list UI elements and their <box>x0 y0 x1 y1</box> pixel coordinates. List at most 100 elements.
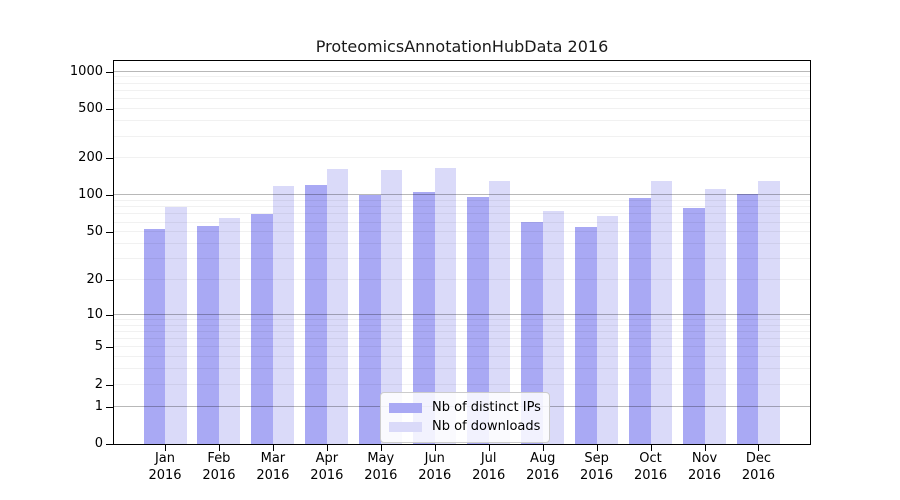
bar-distinct-ips-nov <box>683 207 705 444</box>
bar-distinct-ips-oct <box>629 197 651 444</box>
gridline-900 <box>114 76 810 78</box>
gridline-7 <box>114 330 810 332</box>
legend: Nb of distinct IPs Nb of downloads <box>380 392 550 443</box>
gridline-9 <box>114 318 810 320</box>
x-tick-mark-oct <box>650 445 652 451</box>
x-tick-label-dec: Dec 2016 <box>741 451 775 483</box>
y-tick-label-2: 2 <box>94 376 103 392</box>
gridline-4 <box>114 356 810 358</box>
x-tick-mark-jan <box>165 445 166 451</box>
y-tick-label-10: 10 <box>86 306 103 322</box>
legend-item-downloads: Nb of downloads <box>389 417 541 436</box>
y-tick-mark-50 <box>106 232 113 234</box>
x-tick-label-apr: Apr 2016 <box>310 451 344 483</box>
gridline-300 <box>114 135 810 137</box>
gridline-600 <box>114 98 810 100</box>
x-tick-mark-feb <box>218 445 220 451</box>
gridline-8 <box>114 324 810 326</box>
y-tick-label-100: 100 <box>78 187 103 203</box>
y-tick-mark-1000 <box>106 71 113 73</box>
gridline-500 <box>114 108 810 109</box>
gridline-30 <box>114 258 810 259</box>
bar-distinct-ips-jun <box>413 192 435 444</box>
x-tick-mark-nov <box>704 445 706 451</box>
bar-distinct-ips-jul <box>467 196 489 444</box>
y-tick-label-20: 20 <box>86 271 103 287</box>
bar-downloads-oct <box>650 181 673 444</box>
plot-area: Nb of distinct IPs Nb of downloads <box>113 60 811 445</box>
bar-distinct-ips-jan <box>143 229 165 444</box>
y-tick-mark-100 <box>106 195 113 197</box>
legend-swatch-distinct-ips <box>389 402 422 413</box>
bar-distinct-ips-apr <box>305 184 327 444</box>
x-tick-label-aug: Aug 2016 <box>526 451 560 483</box>
bar-downloads-apr <box>326 168 349 444</box>
bar-distinct-ips-aug <box>521 221 543 444</box>
bar-distinct-ips-dec <box>736 193 759 444</box>
legend-item-distinct-ips: Nb of distinct IPs <box>389 398 541 417</box>
gridline-10 <box>114 313 810 315</box>
bar-downloads-jan <box>165 206 187 444</box>
y-tick-label-50: 50 <box>86 224 103 240</box>
bar-distinct-ips-sep <box>575 227 597 444</box>
gridline-80 <box>114 206 810 208</box>
gridline-5 <box>114 346 810 348</box>
bar-downloads-dec <box>758 180 780 444</box>
bar-downloads-sep <box>596 215 619 444</box>
gridline-40 <box>114 242 810 244</box>
y-tick-mark-5 <box>106 347 113 349</box>
gridline-3 <box>114 368 810 370</box>
x-tick-label-mar: Mar 2016 <box>256 451 290 483</box>
gridline-1000 <box>114 70 810 72</box>
gridline-100 <box>114 194 810 196</box>
chart-title: ProteomicsAnnotationHubData 2016 <box>315 37 609 56</box>
x-tick-label-may: May 2016 <box>364 451 398 483</box>
gridline-20 <box>114 278 810 280</box>
x-tick-label-jul: Jul 2016 <box>472 451 506 483</box>
y-tick-label-200: 200 <box>78 150 103 166</box>
gridline-800 <box>114 82 810 84</box>
bar-downloads-mar <box>272 185 295 444</box>
gridline-400 <box>114 120 810 121</box>
x-tick-label-jan: Jan 2016 <box>148 451 182 483</box>
y-tick-label-1: 1 <box>94 398 103 414</box>
y-tick-mark-500 <box>106 109 113 110</box>
legend-label-distinct-ips: Nb of distinct IPs <box>432 400 541 415</box>
x-tick-label-oct: Oct 2016 <box>634 451 668 483</box>
bar-downloads-jun <box>434 167 457 444</box>
y-tick-mark-200 <box>106 158 113 160</box>
gridline-700 <box>114 89 810 91</box>
x-tick-label-sep: Sep 2016 <box>580 451 614 483</box>
x-tick-mark-aug <box>542 445 544 451</box>
y-tick-mark-10 <box>106 314 113 316</box>
x-tick-label-jun: Jun 2016 <box>418 451 452 483</box>
x-tick-label-nov: Nov 2016 <box>687 451 722 483</box>
gridline-90 <box>114 199 810 201</box>
gridline-2 <box>114 383 810 385</box>
bar-downloads-aug <box>542 210 565 444</box>
y-tick-mark-20 <box>106 279 113 281</box>
y-tick-label-500: 500 <box>78 101 103 116</box>
x-tick-mark-apr <box>326 445 328 451</box>
bar-downloads-nov <box>704 188 726 444</box>
bar-distinct-ips-feb <box>197 226 219 444</box>
bar-downloads-jul <box>488 181 511 444</box>
y-tick-label-5: 5 <box>94 339 103 355</box>
gridline-60 <box>114 221 810 223</box>
y-tick-label-1000: 1000 <box>69 63 103 79</box>
x-tick-mark-may <box>380 445 382 451</box>
y-tick-mark-2 <box>106 384 113 386</box>
x-tick-mark-dec <box>758 445 760 451</box>
x-tick-mark-mar <box>272 445 274 451</box>
gridline-50 <box>114 231 810 233</box>
bar-downloads-may <box>380 169 403 444</box>
x-tick-mark-sep <box>596 445 598 451</box>
y-tick-label-0: 0 <box>94 436 103 451</box>
gridline-6 <box>114 338 810 340</box>
gridline-200 <box>114 157 810 159</box>
x-tick-label-feb: Feb 2016 <box>202 451 236 483</box>
legend-swatch-downloads <box>389 421 422 432</box>
y-tick-mark-1 <box>106 406 113 408</box>
y-tick-mark-0 <box>106 444 113 445</box>
